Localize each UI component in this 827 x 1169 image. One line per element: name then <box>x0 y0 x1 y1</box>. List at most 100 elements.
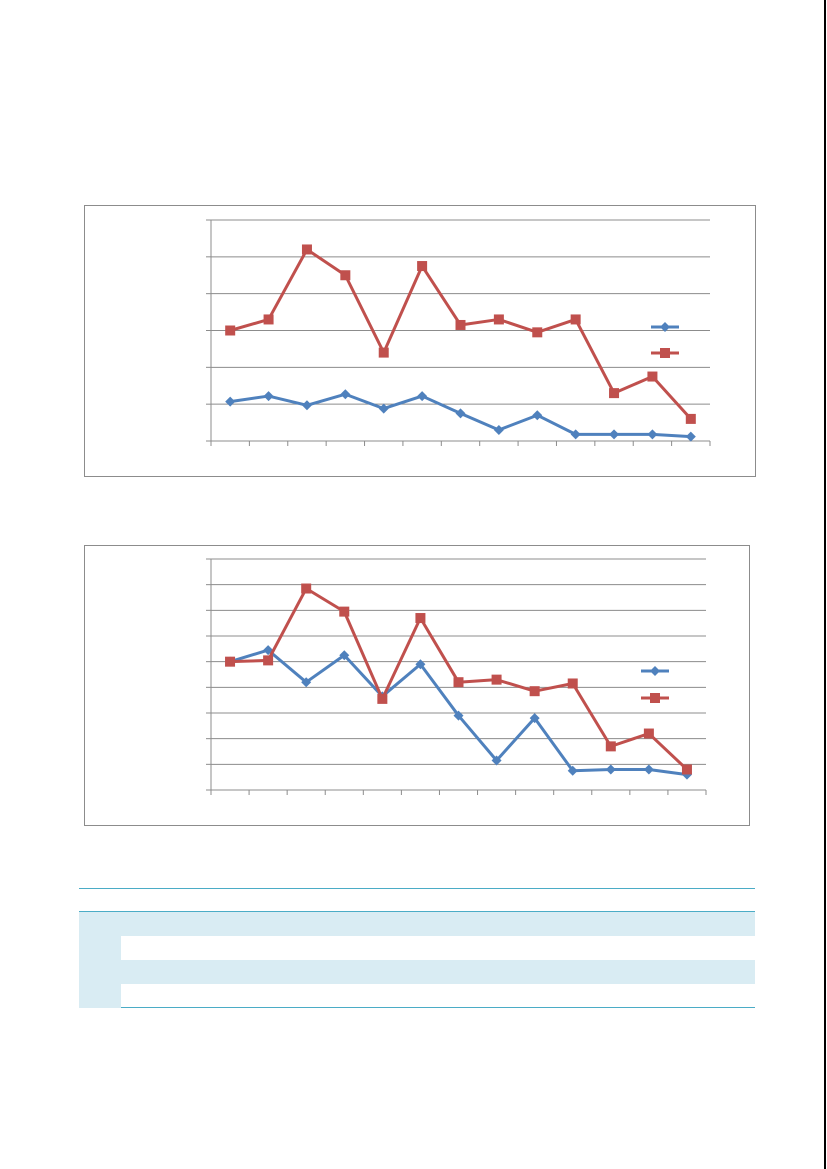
table-cell <box>248 911 291 936</box>
data-point <box>605 741 616 752</box>
table-cell <box>290 911 333 936</box>
data-point <box>417 391 428 402</box>
data-point <box>643 764 654 775</box>
data-point <box>263 314 274 325</box>
table-cell <box>712 911 755 936</box>
table-header-cell <box>417 888 460 912</box>
table-cell <box>586 959 629 984</box>
data-point <box>415 613 426 624</box>
table-cell <box>712 983 755 1008</box>
data-point <box>225 656 236 667</box>
data-table <box>79 888 755 1008</box>
data-point <box>225 396 236 407</box>
table-header-cell <box>121 888 164 912</box>
table-cell <box>459 936 501 960</box>
data-point <box>340 270 351 281</box>
data-point <box>263 645 274 656</box>
table-cell <box>163 959 206 984</box>
data-point <box>377 693 388 704</box>
chart-2 <box>84 545 750 826</box>
data-point <box>263 391 274 402</box>
data-point <box>263 655 274 666</box>
table-row-header <box>79 911 122 960</box>
data-point <box>532 410 543 421</box>
data-point <box>681 769 692 780</box>
table-cell <box>248 983 291 1008</box>
data-point <box>605 764 616 775</box>
table-header-cell <box>79 888 122 912</box>
table-row <box>79 983 755 1008</box>
table-header-cell <box>290 888 333 912</box>
data-point <box>301 583 312 594</box>
data-point <box>339 650 350 661</box>
table-cell <box>290 936 332 960</box>
table-cell <box>628 983 671 1008</box>
table-row <box>79 936 755 960</box>
table-cell <box>205 983 248 1008</box>
table-cell <box>205 911 248 936</box>
table-cell <box>670 911 713 936</box>
table-cell <box>628 959 671 984</box>
data-point <box>609 388 620 399</box>
table-cell <box>374 911 417 936</box>
table-header-cell <box>248 888 291 912</box>
data-point <box>340 389 351 400</box>
table-cell <box>290 959 333 984</box>
table-cell <box>121 936 163 960</box>
data-point <box>491 674 502 685</box>
table-cell <box>671 936 713 960</box>
table-header <box>79 888 755 912</box>
data-point <box>301 400 312 411</box>
data-point <box>643 728 654 739</box>
table-cell <box>501 911 544 936</box>
table-cell <box>332 983 375 1008</box>
table-cell <box>121 911 164 936</box>
table-header-cell <box>543 888 586 912</box>
data-point <box>647 429 658 440</box>
table-cell <box>586 983 629 1008</box>
table-cell <box>374 959 417 984</box>
table-header-cell <box>459 888 502 912</box>
table-row-header <box>79 959 122 1008</box>
table-cell <box>628 936 670 960</box>
data-point <box>301 677 312 688</box>
data-point <box>609 429 620 440</box>
data-point <box>493 314 504 325</box>
table-cell <box>417 936 459 960</box>
data-point <box>225 325 236 336</box>
data-point <box>455 408 466 419</box>
data-point <box>570 429 581 440</box>
table-cell <box>459 911 502 936</box>
table-row <box>79 911 755 960</box>
data-point <box>378 403 389 414</box>
table-cell <box>332 911 375 936</box>
table-cell <box>163 983 206 1008</box>
table-header-cell <box>163 888 206 912</box>
table-cell <box>248 959 291 984</box>
table-header-cell <box>501 888 544 912</box>
legend-marker-1 <box>650 666 660 676</box>
table-cell <box>459 959 502 984</box>
legend-marker-2 <box>650 693 660 703</box>
table-cell <box>670 959 713 984</box>
table-cell <box>417 911 460 936</box>
table-cell <box>543 911 586 936</box>
chart-1-plot <box>206 219 711 446</box>
table-cell <box>459 983 502 1008</box>
data-point <box>415 659 426 670</box>
table-header-cell <box>670 888 713 912</box>
data-point <box>685 431 696 442</box>
data-point <box>453 710 464 721</box>
data-point <box>339 606 350 617</box>
table-cell <box>417 959 460 984</box>
table-cell <box>543 983 586 1008</box>
table-cell <box>501 959 544 984</box>
data-point <box>570 314 581 325</box>
table-cell <box>502 936 544 960</box>
table-cell <box>628 911 671 936</box>
table-header-cell <box>586 888 629 912</box>
table-header-cell <box>374 888 417 912</box>
table-header-cell <box>205 888 248 912</box>
legend-marker-1 <box>660 322 670 332</box>
data-point <box>301 244 312 255</box>
